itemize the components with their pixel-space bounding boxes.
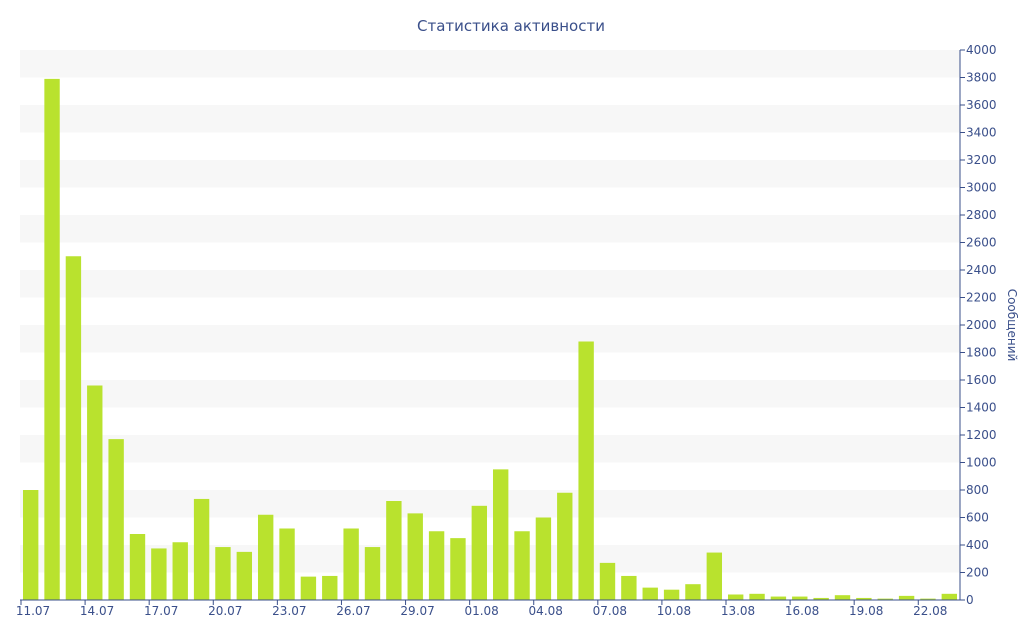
grid-band xyxy=(20,215,960,243)
y-axis-label: Сообщений xyxy=(1005,289,1019,362)
bar-09.08 xyxy=(642,587,658,600)
chart-title: Статистика активности xyxy=(417,17,605,35)
bar-17.07 xyxy=(151,548,167,600)
y-tick-label: 3600 xyxy=(966,98,997,112)
bar-10.08 xyxy=(663,589,680,600)
bar-12.07 xyxy=(44,78,60,600)
bar-22.08 xyxy=(920,598,936,600)
grid-band xyxy=(20,160,960,188)
grid-band xyxy=(20,270,960,298)
bar-15.07 xyxy=(108,439,124,600)
x-tick-label: 26.07 xyxy=(336,604,370,618)
x-tick-label: 22.08 xyxy=(913,604,947,618)
bar-20.07 xyxy=(215,547,231,600)
y-tick-label: 3800 xyxy=(966,71,997,85)
x-tick-label: 17.07 xyxy=(144,604,178,618)
y-tick-label: 0 xyxy=(966,593,974,607)
bar-26.07 xyxy=(343,528,359,600)
bar-18.08 xyxy=(834,595,851,600)
bar-08.08 xyxy=(621,575,637,600)
y-tick-label: 2800 xyxy=(966,208,997,222)
x-tick-label: 04.08 xyxy=(529,604,563,618)
bar-23.07 xyxy=(279,528,295,600)
grid-band xyxy=(20,435,960,463)
bar-29.07 xyxy=(407,513,423,600)
bar-16.08 xyxy=(792,596,808,600)
bar-28.07 xyxy=(386,501,402,600)
bar-23.08 xyxy=(941,593,958,600)
bar-15.08 xyxy=(770,596,787,600)
y-tick-label: 2200 xyxy=(966,291,997,305)
bar-21.07 xyxy=(236,551,253,600)
y-tick-label: 3200 xyxy=(966,153,997,167)
bar-13.07 xyxy=(65,256,82,600)
grid-band xyxy=(20,325,960,353)
x-tick-label: 29.07 xyxy=(400,604,434,618)
bar-12.08 xyxy=(706,552,723,600)
y-tick-label: 400 xyxy=(966,538,989,552)
grid-band xyxy=(20,105,960,133)
y-tick-label: 1600 xyxy=(966,373,997,387)
y-tick-label: 3000 xyxy=(966,181,997,195)
bar-14.08 xyxy=(749,593,765,600)
bar-25.07 xyxy=(322,575,338,600)
grid-bands xyxy=(20,50,960,573)
x-tick-label: 13.08 xyxy=(721,604,755,618)
y-tick-label: 1400 xyxy=(966,401,997,415)
bar-11.08 xyxy=(685,584,701,600)
bar-27.07 xyxy=(364,547,381,600)
bar-03.08 xyxy=(514,531,530,600)
bar-19.07 xyxy=(193,498,210,600)
bar-13.08 xyxy=(727,594,744,600)
bar-11.07 xyxy=(22,490,39,600)
bar-21.08 xyxy=(898,595,915,600)
bar-16.07 xyxy=(129,534,146,600)
bar-01.08 xyxy=(471,505,488,600)
bar-24.07 xyxy=(300,576,317,600)
bar-31.07 xyxy=(450,538,466,600)
y-tick-label: 2000 xyxy=(966,318,997,332)
bar-17.08 xyxy=(813,597,829,600)
y-tick-label: 1000 xyxy=(966,456,997,470)
bar-04.08 xyxy=(535,517,552,600)
x-tick-label: 07.08 xyxy=(593,604,627,618)
x-tick-label: 23.07 xyxy=(272,604,306,618)
bar-07.08 xyxy=(599,562,616,600)
bar-05.08 xyxy=(557,492,573,600)
y-tick-label: 2400 xyxy=(966,263,997,277)
y-axis: 0 200 400 600 800 1000 1200 1400 1600 1800 2000 220… xyxy=(959,43,997,607)
y-tick-label: 3400 xyxy=(966,126,997,140)
x-tick-label: 11.07 xyxy=(16,604,50,618)
x-axis: 11.07 14.07 17.07 20.07 23.07 26.07 29.07 01.08… xyxy=(16,599,960,618)
x-tick-label: 20.07 xyxy=(208,604,242,618)
grid-band xyxy=(20,490,960,518)
bar-19.08 xyxy=(856,597,872,600)
y-tick-label: 2600 xyxy=(966,236,997,250)
y-tick-label: 1800 xyxy=(966,346,997,360)
y-tick-label: 1200 xyxy=(966,428,997,442)
grid-band xyxy=(20,380,960,408)
bar-30.07 xyxy=(428,531,445,600)
bar-18.07 xyxy=(172,542,188,600)
x-tick-label: 19.08 xyxy=(849,604,883,618)
bar-22.07 xyxy=(257,514,274,600)
bar-20.08 xyxy=(877,598,893,600)
bar-14.07 xyxy=(87,385,103,600)
y-tick-label: 200 xyxy=(966,566,989,580)
x-tick-label: 16.08 xyxy=(785,604,819,618)
bar-06.08 xyxy=(578,341,594,600)
y-tick-label: 800 xyxy=(966,483,989,497)
x-tick-label: 10.08 xyxy=(657,604,691,618)
x-tick-label: 14.07 xyxy=(80,604,114,618)
bars xyxy=(22,78,958,600)
bar-02.08 xyxy=(492,469,509,600)
grid-band xyxy=(20,50,960,78)
y-tick-label: 4000 xyxy=(966,43,997,57)
y-tick-label: 600 xyxy=(966,511,989,525)
x-tick-label: 01.08 xyxy=(464,604,498,618)
